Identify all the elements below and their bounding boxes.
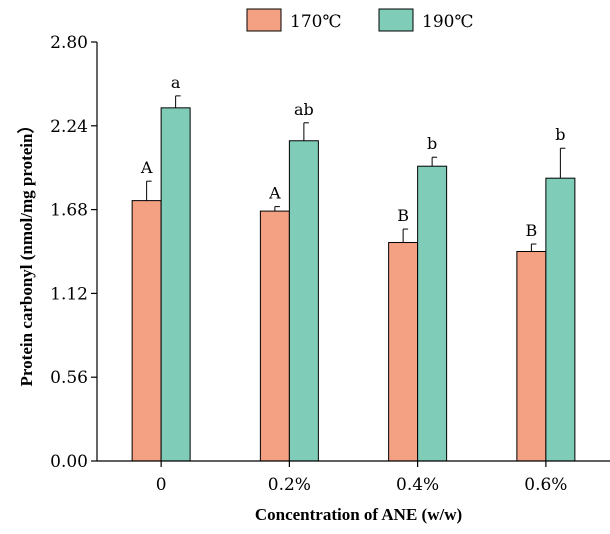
bar-190c	[288, 140, 319, 462]
y-axis-title: Protein carbonyl (nmol/mg protein）	[16, 117, 36, 387]
legend-label: 170℃	[290, 12, 341, 32]
significance-label: ab	[294, 100, 314, 119]
y-tick-label: 0.00	[50, 452, 88, 472]
significance-label: A	[268, 184, 281, 203]
y-tick-label: 1.68	[50, 201, 88, 221]
bar-170c	[259, 210, 290, 462]
x-tick-label: 0	[156, 475, 167, 495]
axes-group: 0.00 0.56 1.12 1.68 2.24 2.80 0 0.2% 0.4% 0.6%	[50, 33, 610, 495]
legend-label: 190℃	[422, 12, 473, 32]
significance-label: b	[427, 134, 437, 153]
significance-label: b	[555, 125, 565, 144]
x-tick-label: 0.6%	[524, 475, 567, 495]
significance-label: B	[397, 206, 409, 225]
legend-swatch	[246, 8, 282, 32]
significance-label: a	[171, 73, 181, 92]
significance-label: A	[140, 158, 153, 177]
y-tick-label: 1.12	[50, 284, 88, 304]
y-tick-label: 2.80	[50, 33, 88, 53]
x-tick-label: 0.4%	[396, 475, 439, 495]
bar-190c	[545, 177, 576, 462]
bar-170c	[388, 242, 419, 462]
bar-170c	[131, 200, 162, 462]
significance-label: B	[525, 221, 537, 240]
y-tick-label: 0.56	[50, 368, 88, 388]
bars-group: Aa Aab Bb Bb	[131, 73, 576, 462]
bar-190c	[160, 107, 191, 462]
bar-170c	[516, 251, 547, 462]
x-axis-title: Concentration of ANE (w/w)	[255, 505, 462, 524]
bar-190c	[417, 165, 448, 462]
x-tick-label: 0.2%	[268, 475, 311, 495]
legend: 170℃ 190℃	[246, 8, 473, 32]
y-tick-label: 2.24	[50, 117, 88, 137]
legend-swatch	[378, 8, 414, 32]
